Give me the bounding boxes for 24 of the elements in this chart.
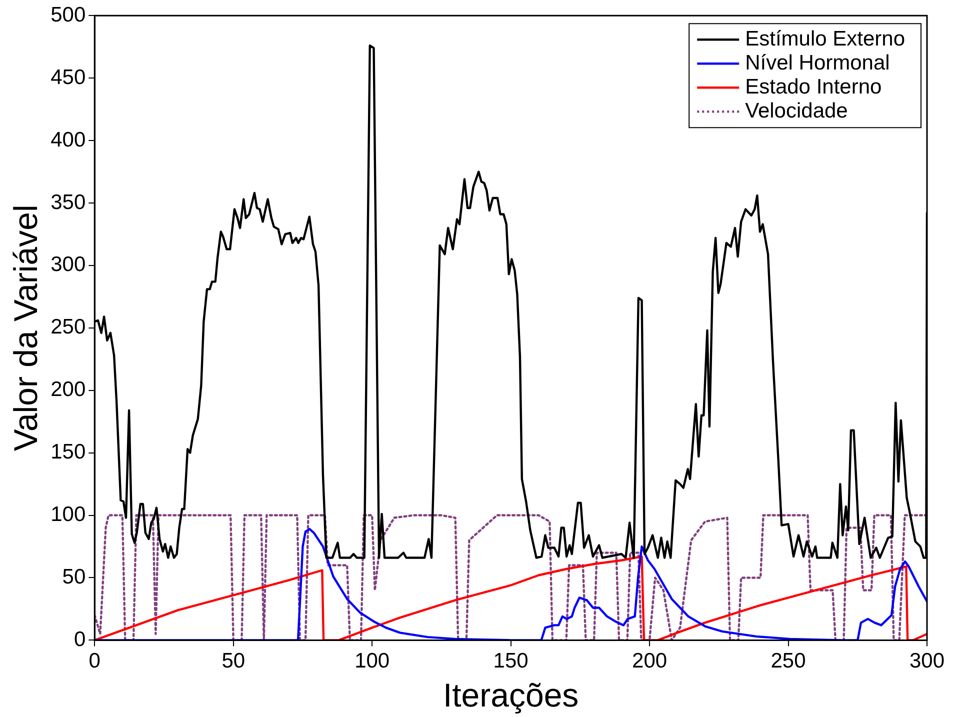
x-tick-label: 150 bbox=[493, 650, 528, 673]
x-tick-label: 50 bbox=[222, 650, 246, 673]
x-tick-label: 300 bbox=[909, 650, 945, 673]
legend-label: Estímulo Externo bbox=[745, 27, 906, 50]
x-tick-label: 250 bbox=[770, 650, 806, 673]
y-tick-label: 100 bbox=[50, 503, 86, 526]
x-axis-title: Iterações bbox=[442, 676, 579, 714]
y-tick-label: 200 bbox=[50, 378, 86, 402]
legend-label: Nível Hormonal bbox=[745, 51, 890, 74]
y-tick-label: 150 bbox=[50, 440, 86, 464]
x-tick-label: 0 bbox=[88, 650, 100, 673]
y-tick-label: 500 bbox=[50, 3, 86, 26]
x-tick-label: 200 bbox=[632, 650, 668, 673]
y-tick-label: 300 bbox=[50, 253, 86, 276]
y-tick-label: 450 bbox=[50, 66, 86, 89]
x-tick-label: 100 bbox=[354, 650, 390, 673]
y-tick-label: 0 bbox=[74, 628, 86, 651]
legend-label: Estado Interno bbox=[745, 75, 882, 98]
y-tick-label: 250 bbox=[50, 316, 86, 339]
legend-label: Velocidade bbox=[745, 99, 848, 122]
y-tick-label: 350 bbox=[50, 190, 86, 214]
y-axis-title: Valor da Variável bbox=[6, 204, 44, 452]
y-tick-label: 400 bbox=[50, 128, 86, 152]
y-tick-label: 50 bbox=[62, 566, 86, 589]
